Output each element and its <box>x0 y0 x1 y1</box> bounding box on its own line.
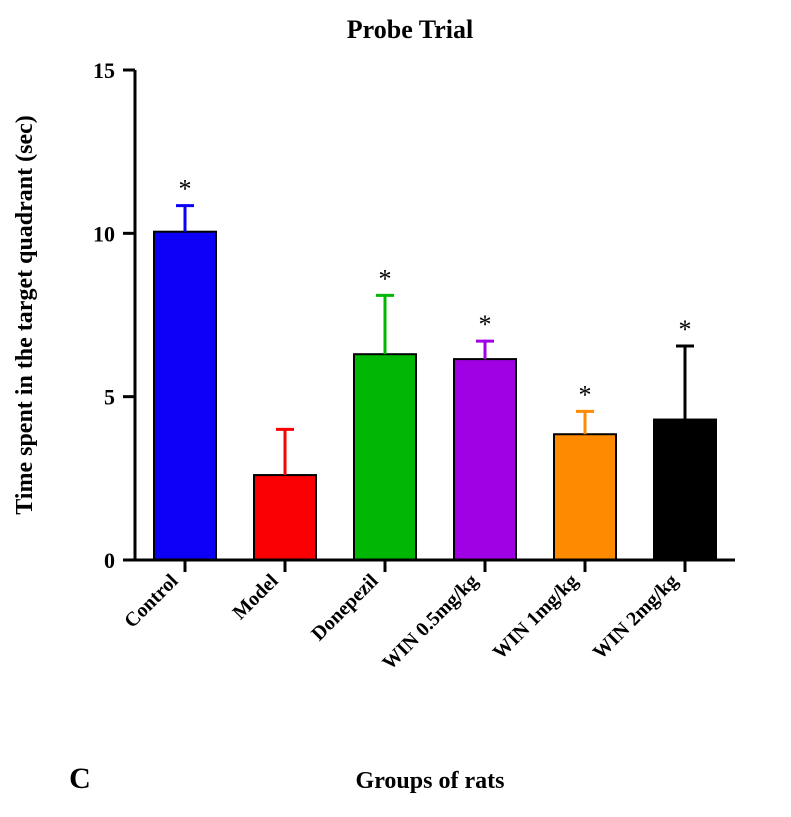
category-label: WIN 0.5mg/kg <box>378 570 482 674</box>
bar <box>254 475 316 560</box>
category-label: Control <box>120 570 183 633</box>
bar <box>554 434 616 560</box>
bar <box>154 232 216 560</box>
significance-mark: * <box>379 264 392 293</box>
significance-mark: * <box>679 315 692 344</box>
y-tick-label: 0 <box>104 548 115 573</box>
y-tick-label: 5 <box>104 385 115 410</box>
significance-mark: * <box>179 175 192 204</box>
y-tick-label: 10 <box>93 221 115 246</box>
bar <box>354 354 416 560</box>
significance-mark: * <box>479 310 492 339</box>
chart-svg: Probe Trial * Control Model * Donepezil * WIN 0… <box>0 0 791 817</box>
category-label: Donepezil <box>307 570 383 646</box>
bar <box>454 359 516 560</box>
bar <box>654 420 716 560</box>
category-label: WIN 2mg/kg <box>589 570 683 664</box>
panel-letter: C <box>69 762 91 795</box>
y-tick-label: 15 <box>93 58 115 83</box>
bar-chart: { "chart": { "type": "bar", "title": "Pr… <box>0 0 791 817</box>
category-label: WIN 1mg/kg <box>489 570 583 664</box>
x-axis-label: Groups of rats <box>356 768 505 794</box>
significance-mark: * <box>579 380 592 409</box>
category-label: Model <box>228 570 282 624</box>
y-axis-label: Time spent in the target quadrant (sec) <box>12 115 38 515</box>
chart-title: Probe Trial <box>347 15 473 44</box>
